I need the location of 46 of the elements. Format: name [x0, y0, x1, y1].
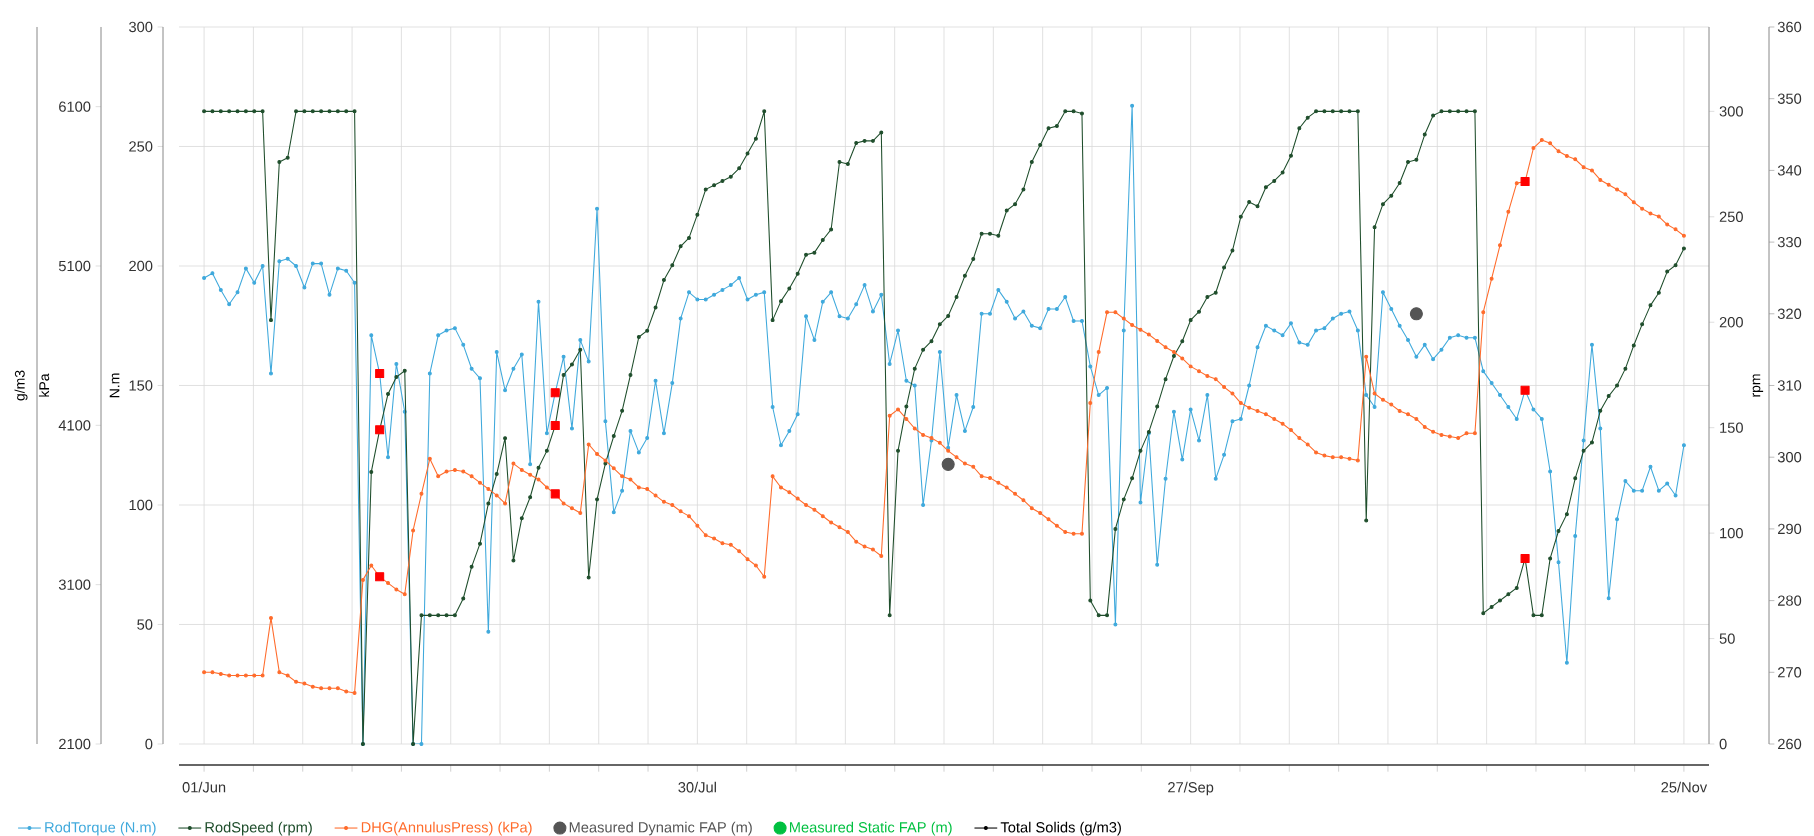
legend-label: RodTorque (N.m) [45, 821, 156, 836]
point [941, 457, 955, 471]
x-tick-label: 01/Jun [182, 781, 226, 793]
legend-label: Measured Static FAP (m) [789, 821, 952, 836]
legend-label: Measured Dynamic FAP (m) [569, 821, 752, 836]
text: 320 [1777, 308, 1802, 319]
y3-tick-label: 4100 [58, 420, 91, 431]
text: 290 [1778, 523, 1802, 535]
legend-label: Total Solids (g/m3) [1000, 821, 1121, 836]
y-axis-title: N.m [109, 373, 120, 398]
y3-axis-title: kPa [38, 373, 50, 397]
text: 260 [1778, 738, 1802, 750]
y-tick-label: 50 [137, 619, 153, 630]
y3-tick-label: 2100 [59, 738, 91, 750]
text: 360 [1777, 21, 1802, 33]
y2-tick-label: 50 [1719, 633, 1735, 644]
text: 280 [1778, 595, 1802, 606]
y2-axis-title: rpm [1752, 374, 1764, 397]
y2-tick-label: 200 [1719, 317, 1743, 328]
text: 300 [1777, 452, 1802, 463]
y2-tick-label: 0 [1719, 738, 1727, 750]
y2-tick-label: 150 [1720, 422, 1743, 433]
text: g/m3 [14, 370, 28, 401]
point [1409, 307, 1423, 321]
y3-tick-label: 3100 [58, 579, 91, 590]
y3-tick-label: 5100 [58, 260, 91, 272]
y2-tick-label: 250 [1719, 211, 1743, 222]
y3-tick-label: 6100 [59, 101, 91, 112]
text: 310 [1777, 380, 1802, 391]
text: 270 [1778, 667, 1802, 678]
y-tick-label: 250 [129, 141, 153, 152]
y-tick-label: 0 [145, 738, 153, 750]
y-tick-label: 300 [129, 21, 153, 33]
y2-tick-label: 300 [1719, 106, 1743, 117]
legend-label: DHG(AnnulusPress) (kPa) [361, 821, 532, 836]
legend-label: RodSpeed (rpm) [205, 821, 312, 836]
y2-tick-label: 100 [1720, 527, 1743, 539]
y-tick-label: 200 [129, 260, 153, 272]
text: 340 [1777, 165, 1802, 176]
y-tick-label: 100 [129, 499, 153, 511]
text: 350 [1777, 93, 1802, 104]
text: 330 [1777, 236, 1802, 248]
y-tick-label: 150 [129, 380, 153, 391]
x-tick-label: 27/Sep [1168, 781, 1214, 796]
x-tick-label: 25/Nov [1661, 781, 1708, 793]
x-tick-label: 30/Jul [678, 781, 716, 793]
